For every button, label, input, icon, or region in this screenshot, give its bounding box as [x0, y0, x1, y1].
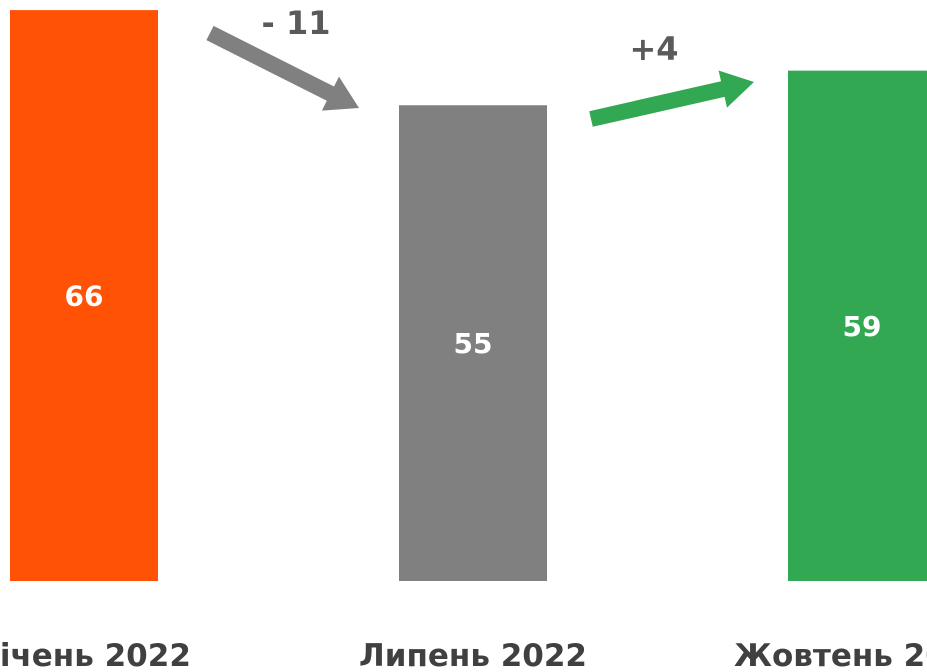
category-label-1: Січень 2022: [0, 638, 191, 672]
bar-2: [399, 105, 547, 581]
category-label-2: Липень 2022: [359, 638, 587, 672]
bars: [10, 10, 927, 582]
arrow-shape: [589, 70, 754, 127]
labels: 66 Січень 2022 55 Липень 2022 59 Жовтень 2022…: [0, 4, 927, 672]
change-label-2: +4: [629, 30, 678, 68]
change-arrow-2: [589, 70, 754, 127]
bar-value-label-3: 59: [843, 310, 882, 343]
bar-value-label-2: 55: [454, 327, 493, 360]
change-arrows: [206, 25, 754, 127]
change-label-1: - 11: [262, 4, 331, 42]
bar-1: [10, 10, 158, 582]
bar-3: [788, 70, 927, 582]
arrow-shape: [206, 25, 359, 111]
change-arrow-1: [206, 25, 359, 111]
bar-value-label-1: 66: [65, 280, 104, 313]
category-label-3: Жовтень 2022: [734, 638, 927, 672]
